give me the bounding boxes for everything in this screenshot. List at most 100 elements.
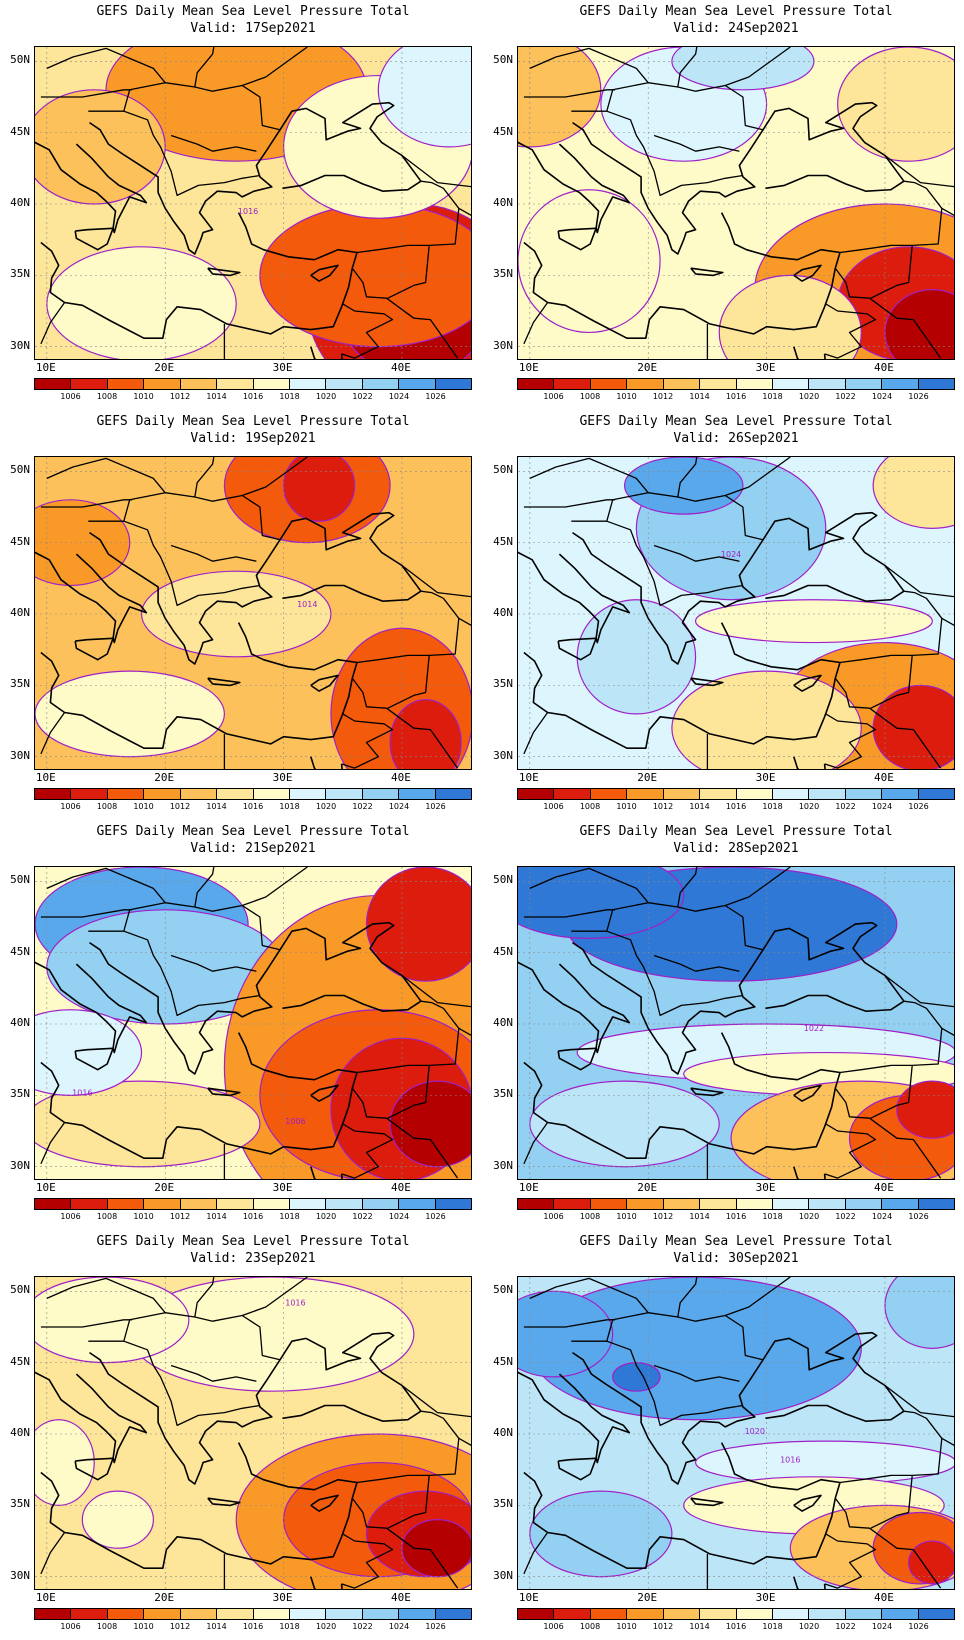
contour-label: 1016 <box>72 1088 92 1097</box>
coastline <box>207 677 241 687</box>
colorbar-label: 1022 <box>835 392 856 401</box>
country-border <box>123 902 281 951</box>
coastline <box>572 101 905 255</box>
latitude-label: 50N <box>493 1283 513 1297</box>
panel-title: GEFS Daily Mean Sea Level Pressure Total <box>579 4 893 19</box>
contour-label: 1016 <box>238 207 258 216</box>
pressure-map-svg: 1014 <box>35 457 471 769</box>
colorbar-label: 1018 <box>279 392 300 401</box>
longitude-label: 10E <box>518 771 539 784</box>
country-border <box>571 1340 744 1427</box>
country-border <box>839 1410 943 1484</box>
country-border <box>571 520 744 607</box>
contour-label: 1024 <box>721 550 741 559</box>
country-border <box>356 180 460 254</box>
colorbar-swatch <box>700 379 737 389</box>
longitude-label: 30E <box>755 1591 776 1604</box>
colorbar-swatch <box>882 789 919 799</box>
colorbar-label: 1008 <box>579 1622 601 1631</box>
colorbar-label: 1018 <box>762 802 783 811</box>
pressure-map: 1016 <box>34 46 472 360</box>
colorbar-swatch <box>518 379 555 389</box>
coastline <box>823 1173 826 1179</box>
country-border <box>356 1000 460 1074</box>
pressure-region <box>908 1540 954 1585</box>
coastline <box>74 227 114 251</box>
pressure-map <box>517 46 955 360</box>
colorbar-label: 1008 <box>96 1622 118 1631</box>
country-border <box>341 1123 394 1179</box>
coastline <box>40 622 358 749</box>
colorbar-swatch <box>326 789 363 799</box>
pressure-region <box>365 867 471 982</box>
coastline <box>523 212 841 339</box>
colorbar-label: 1006 <box>543 802 564 811</box>
colorbar-swatch <box>399 1199 436 1209</box>
colorbar-swatch <box>772 789 810 799</box>
country-border <box>606 82 764 131</box>
colorbar-swatch <box>627 1609 664 1619</box>
coastline <box>40 1442 358 1569</box>
panel-valid-date: Valid: 28Sep2021 <box>673 841 799 856</box>
colorbar-label: 1010 <box>133 1622 154 1631</box>
country-border <box>40 1122 66 1165</box>
country-border <box>523 302 549 345</box>
colorbar-swatch <box>554 1609 591 1619</box>
colorbar-swatch <box>918 789 955 799</box>
latitude-label: 35N <box>10 677 30 691</box>
latitude-label: 50N <box>10 463 30 477</box>
coastline <box>35 141 148 234</box>
panel-valid-date: Valid: 23Sep2021 <box>190 1251 316 1266</box>
colorbar-swatch <box>809 1199 846 1209</box>
coastline <box>40 212 358 339</box>
latitude-label: 40N <box>10 606 30 619</box>
panel-title: GEFS Daily Mean Sea Level Pressure Total <box>96 414 410 429</box>
country-border <box>824 303 877 359</box>
country-border <box>834 1087 942 1179</box>
country-border <box>341 1533 394 1589</box>
colorbar-swatch <box>217 1609 254 1619</box>
country-border <box>884 974 954 1008</box>
colorbar <box>34 1608 472 1620</box>
colorbar-swatch <box>772 1609 810 1619</box>
latitude-label: 30N <box>493 748 513 762</box>
country-border <box>941 617 954 626</box>
colorbar-swatch <box>590 379 628 389</box>
colorbar-swatch <box>435 789 472 799</box>
colorbar-label: 1026 <box>908 392 929 401</box>
country-border <box>870 1475 913 1529</box>
coastline <box>518 1371 631 1464</box>
colorbar-label: 1024 <box>388 1622 410 1631</box>
latitude-label: 30N <box>493 1158 513 1172</box>
pressure-region <box>35 1419 95 1506</box>
coastline <box>207 1087 241 1097</box>
country-border <box>387 245 430 299</box>
colorbar-label: 1012 <box>652 392 674 401</box>
colorbar-swatch <box>399 379 436 389</box>
latitude-label: 45N <box>10 534 30 548</box>
coastline <box>310 346 317 359</box>
colorbar <box>517 788 955 800</box>
longitude-label: 10E <box>35 771 56 784</box>
longitude-label: 30E <box>755 1181 776 1194</box>
latitude-label: 50N <box>493 463 513 477</box>
country-border <box>523 712 549 755</box>
colorbar <box>517 1198 955 1210</box>
panel-valid-date: Valid: 24Sep2021 <box>673 21 799 36</box>
pressure-region <box>81 1490 154 1549</box>
colorbar-swatch <box>107 1609 145 1619</box>
colorbar-swatch <box>144 789 181 799</box>
map-panel: GEFS Daily Mean Sea Level Pressure Total… <box>0 410 482 820</box>
colorbar-swatch <box>35 379 72 389</box>
coastline <box>793 1166 800 1179</box>
colorbar-label: 1024 <box>871 1212 893 1221</box>
country-border <box>653 544 740 562</box>
pressure-region <box>529 1490 673 1578</box>
longitude-label: 40E <box>874 771 894 784</box>
country-border <box>170 134 257 152</box>
colorbar-label: 1020 <box>315 1622 337 1631</box>
country-border <box>194 47 215 88</box>
colorbar-label: 1016 <box>242 1622 264 1631</box>
country-border <box>884 564 954 598</box>
coastline <box>793 346 800 359</box>
